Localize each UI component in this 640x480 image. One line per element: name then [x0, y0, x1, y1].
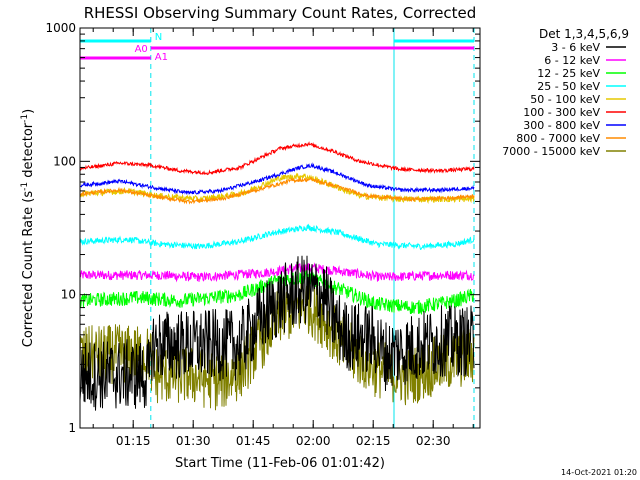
legend-title: Det 1,3,4,5,6,9 — [539, 27, 629, 41]
x-axis-label: Start Time (11-Feb-06 01:01:42) — [175, 456, 385, 471]
series-line — [79, 176, 475, 205]
legend-label: 12 - 25 keV — [537, 67, 600, 80]
footer-timestamp: 14-Oct-2021 01:20 — [561, 468, 637, 477]
attenuator-label: A1 — [155, 52, 168, 63]
series-line — [79, 276, 475, 411]
y-tick-label: 10 — [61, 288, 76, 302]
legend-label: 50 - 100 keV — [530, 93, 600, 106]
attenuator-label: N — [155, 32, 162, 43]
x-tick-label: 01:30 — [176, 434, 211, 448]
x-tick-label: 02:15 — [356, 434, 391, 448]
series-line — [79, 223, 475, 251]
series-line — [79, 270, 475, 316]
series-line — [79, 262, 475, 283]
x-tick-label: 01:45 — [236, 434, 271, 448]
legend-label: 25 - 50 keV — [537, 80, 600, 93]
y-tick-label: 100 — [53, 154, 76, 168]
chart-title-text: RHESSI Observing Summary Count Rates, Co… — [84, 4, 477, 22]
plot-frame — [79, 27, 481, 429]
y-tick-label: 1 — [68, 421, 76, 435]
legend-label: 100 - 300 keV — [523, 106, 600, 119]
series-line — [79, 141, 475, 176]
x-tick-label: 01:15 — [116, 434, 151, 448]
legend-label: 6 - 12 keV — [544, 54, 600, 67]
series-line — [79, 162, 475, 196]
attenuator-label: A0 — [135, 44, 148, 55]
x-tick-label: 02:30 — [416, 434, 451, 448]
x-tick-label: 02:00 — [296, 434, 331, 448]
series-line — [79, 172, 475, 204]
y-tick-label: 1000 — [45, 21, 76, 35]
series-line — [79, 255, 475, 411]
legend-label: 800 - 7000 keV — [516, 132, 600, 145]
legend-label: 300 - 800 keV — [523, 119, 600, 132]
legend-label: 7000 - 15000 keV — [502, 145, 600, 158]
y-axis-label: Corrected Count Rate (s-1 detector-1) — [20, 109, 36, 347]
legend-label: 3 - 6 keV — [551, 41, 600, 54]
